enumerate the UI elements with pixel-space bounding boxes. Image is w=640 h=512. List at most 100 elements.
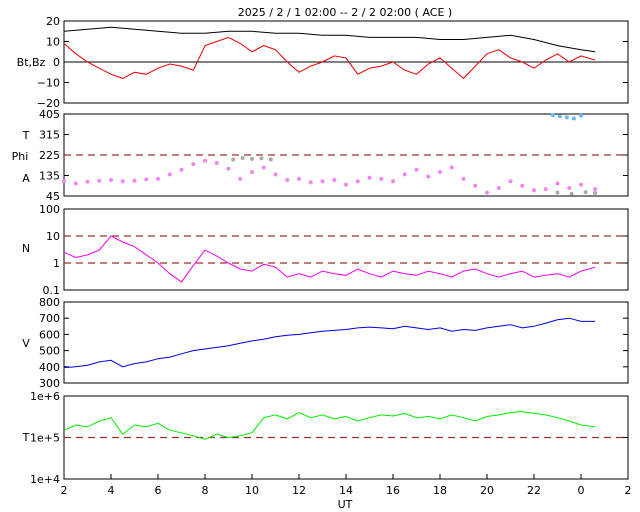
data-point-angle (179, 167, 184, 172)
data-point-phi (268, 157, 273, 162)
data-point-angle (144, 177, 149, 182)
y-tick-label: 225 (39, 149, 60, 162)
x-tick-label: 4 (108, 484, 115, 497)
data-point-angle (473, 183, 478, 188)
data-point-angle (85, 179, 90, 184)
y-tick-label: 1e+5 (30, 432, 60, 445)
data-point-angle (320, 179, 325, 184)
x-tick-label: 6 (155, 484, 162, 497)
x-tick-label: 22 (527, 484, 541, 497)
y-tick-label: 500 (39, 345, 60, 358)
y-tick-label: 800 (39, 296, 60, 309)
y-tick-label: 0 (53, 56, 60, 69)
data-point-phi (569, 191, 574, 196)
panel-3: 800 700 600 500 400 300 V (22, 296, 629, 390)
data-point-angle (567, 186, 572, 191)
data-point-angle (297, 176, 301, 181)
panel-frame (63, 301, 629, 384)
data-point-angle (109, 178, 113, 183)
data-point-angle (238, 176, 243, 181)
data-point-angle (214, 160, 219, 165)
x-tick-label: 2 (625, 484, 632, 497)
x-tick-label: 18 (433, 484, 447, 497)
y-axis-label: V (22, 337, 30, 350)
series-line-v (63, 317, 596, 369)
data-point-angle (250, 170, 254, 175)
chart-title: 2025 / 2 / 1 02:00 -- 2 / 2 02:00 ( ACE … (238, 6, 452, 19)
data-point-phi (259, 156, 264, 161)
y-tick-label: 1e+6 (30, 390, 60, 403)
x-tick-label: 16 (386, 484, 400, 497)
y-tick-label: 400 (39, 361, 60, 374)
series-line-bz (63, 36, 596, 80)
data-point-angle (449, 165, 454, 170)
data-point-temp (579, 113, 583, 118)
data-point-angle (593, 187, 598, 192)
data-point-temp (571, 116, 576, 121)
x-tick-label: 8 (202, 484, 209, 497)
data-point-angle (191, 162, 196, 167)
panel-frame (63, 208, 629, 291)
data-point-angle (332, 178, 337, 183)
data-point-temp (550, 113, 555, 118)
data-point-temp (557, 114, 562, 119)
data-point-angle (367, 175, 372, 180)
data-point-angle (355, 179, 360, 184)
x-tick-label: 10 (245, 484, 259, 497)
data-point-angle (532, 188, 536, 193)
y-tick-label: 0.1 (43, 284, 61, 297)
data-point-angle (62, 179, 66, 184)
data-point-angle (308, 180, 313, 185)
data-point-angle (520, 183, 525, 188)
data-point-angle (508, 179, 513, 184)
y-tick-label: 10 (46, 36, 60, 49)
data-point-angle (391, 179, 395, 184)
y-axis-label: N (22, 242, 30, 255)
x-tick-label: 14 (339, 484, 353, 497)
x-tick-label: 12 (292, 484, 306, 497)
data-point-phi (231, 157, 236, 162)
x-tick-label: 2 (61, 484, 68, 497)
y-tick-label: 20 (46, 15, 60, 28)
y-tick-label: −20 (37, 97, 60, 110)
data-point-angle (261, 165, 266, 170)
data-point-angle (120, 179, 125, 184)
y-tick-label: 1e+4 (30, 473, 60, 486)
series-line-bt (63, 26, 596, 53)
y-tick-label: 315 (39, 129, 60, 142)
data-point-angle (73, 181, 78, 186)
data-point-phi (583, 190, 588, 195)
data-point-angle (132, 178, 137, 183)
y-tick-label: 10 (46, 230, 60, 243)
data-point-angle (97, 178, 102, 183)
data-point-phi (593, 191, 598, 196)
data-point-angle (461, 176, 466, 181)
data-point-temp (564, 115, 569, 120)
panel-2: 100 10 1 0.1 N (22, 203, 629, 297)
y-axis-label: Phi (12, 150, 29, 163)
x-tick-label: 20 (480, 484, 494, 497)
panel-4: 1e+6 1e+5 1e+4 T (22, 390, 629, 486)
data-point-angle (156, 176, 160, 181)
data-point-phi (555, 190, 560, 195)
data-point-angle (555, 181, 560, 186)
y-tick-label: 300 (39, 377, 60, 390)
data-point-angle (285, 178, 290, 183)
y-axis-label: T (22, 431, 30, 444)
data-point-angle (543, 187, 548, 192)
panel-0: 20 10 0 −10 −20 Bt,Bz (17, 15, 629, 110)
y-tick-label: 45 (46, 190, 60, 203)
data-point-phi (250, 156, 254, 161)
data-point-angle (344, 182, 348, 187)
data-point-angle (273, 172, 278, 177)
data-point-angle (496, 186, 501, 191)
data-point-angle (379, 176, 384, 181)
data-point-angle (579, 182, 583, 187)
y-tick-label: 135 (39, 170, 60, 183)
x-axis-label: UT (338, 498, 353, 511)
series-line-n (63, 235, 596, 283)
data-point-angle (226, 166, 231, 171)
y-axis-label: A (22, 172, 30, 185)
y-tick-label: 100 (39, 203, 60, 216)
